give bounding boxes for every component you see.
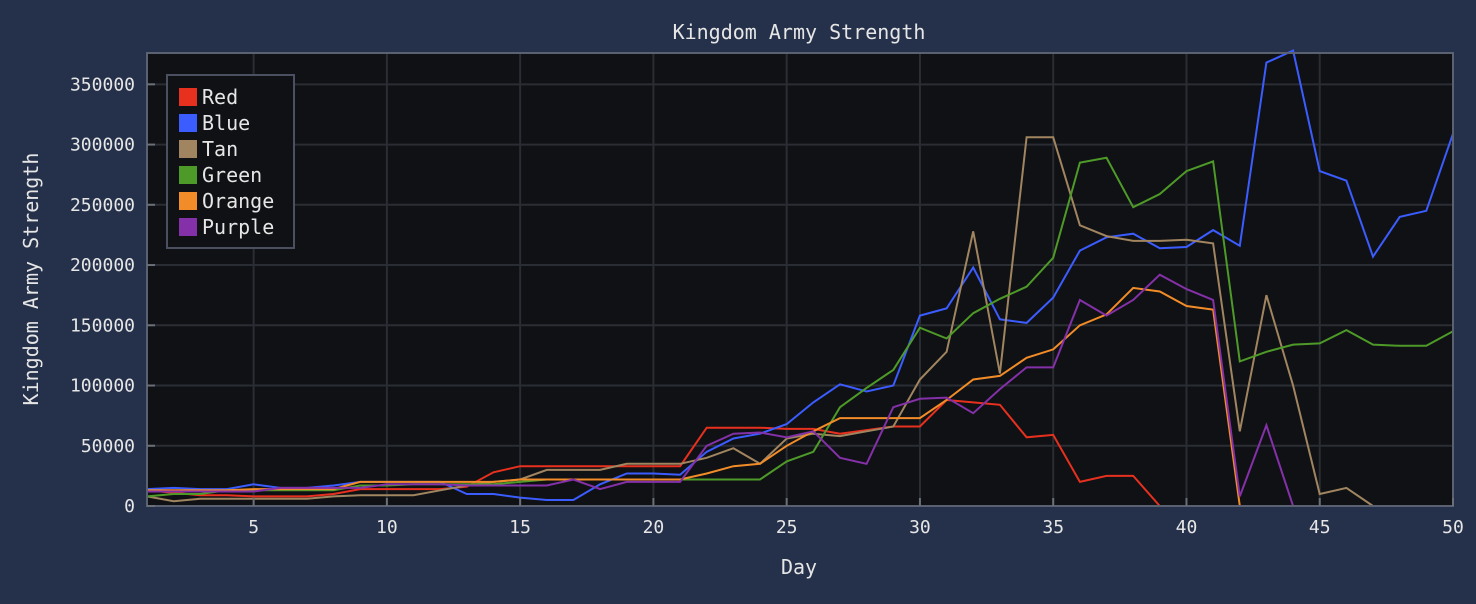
- x-axis-ticks: 5 10 15 20 25 30 35 40 45 50: [248, 498, 1464, 538]
- x-tick-label: 35: [1042, 517, 1064, 538]
- x-tick-label: 15: [509, 517, 531, 538]
- legend-swatch-green: [179, 166, 197, 184]
- y-tick-label: 300000: [70, 135, 135, 156]
- legend-label-orange: Orange: [202, 189, 274, 213]
- plot-frame: [146, 52, 1454, 507]
- legend-swatch-blue: [179, 114, 197, 132]
- series-line-orange: [147, 286, 1241, 507]
- x-tick-label: 45: [1309, 517, 1331, 538]
- y-tick-label: 0: [124, 496, 135, 517]
- y-axis-ticks: 0 50000 100000 150000 200000 250000 300000 3500…: [70, 74, 155, 517]
- legend-swatch-orange: [179, 192, 197, 210]
- x-tick-label: 25: [776, 517, 798, 538]
- legend-label-purple: Purple: [202, 215, 274, 239]
- y-tick-label: 50000: [81, 436, 135, 457]
- series-line-red: [146, 398, 1161, 507]
- y-axis-label: Kingdom Army Strength: [19, 153, 43, 406]
- legend-swatch-tan: [179, 140, 197, 158]
- y-tick-label: 150000: [70, 315, 135, 336]
- legend-label-red: Red: [202, 85, 238, 109]
- y-tick-label: 100000: [70, 376, 135, 397]
- series-line-purple: [147, 273, 1295, 507]
- x-tick-label: 5: [248, 517, 259, 538]
- x-tick-label: 10: [376, 517, 398, 538]
- legend-swatch-red: [179, 88, 197, 106]
- x-tick-label: 30: [909, 517, 931, 538]
- legend-swatch-purple: [179, 218, 197, 236]
- x-tick-label: 20: [643, 517, 665, 538]
- legend-label-green: Green: [202, 163, 262, 187]
- plot-background: [147, 53, 1453, 506]
- series-lines: [146, 49, 1454, 507]
- y-tick-label: 350000: [70, 74, 135, 95]
- x-tick-label: 40: [1176, 517, 1198, 538]
- legend-label-blue: Blue: [202, 111, 250, 135]
- x-tick-label: 50: [1442, 517, 1464, 538]
- x-axis-label: Day: [781, 555, 817, 579]
- series-line-green: [146, 156, 1454, 498]
- chart-title: Kingdom Army Strength: [673, 20, 926, 44]
- legend-label-tan: Tan: [202, 137, 238, 161]
- y-tick-label: 250000: [70, 195, 135, 216]
- y-tick-label: 200000: [70, 255, 135, 276]
